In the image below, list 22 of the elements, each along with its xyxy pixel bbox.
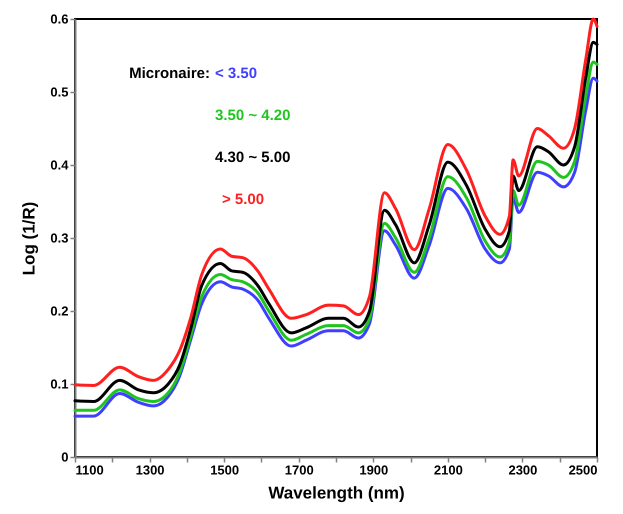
x-tick-label: 2300 [508,462,538,478]
x-tick-label: 2500 [568,462,598,478]
x-tick-label: 2100 [434,462,463,478]
legend-title: Micronaire: [129,65,210,82]
y-axis-title: Log (1/R) [19,202,38,276]
x-tick-label: 1700 [284,462,314,478]
text: < 3.50 [215,65,258,82]
y-tick-label: 0.4 [50,158,70,172]
y-tick-label: 0.1 [50,376,68,392]
x-tick-label: 1300 [136,462,165,478]
y-tick-label: 0.2 [50,304,68,318]
y-tick-label: 0 [61,450,68,464]
x-tick-label: 1900 [359,462,388,478]
x-tick-label: 1100 [76,462,104,478]
y-tick-label: 0.5 [50,84,68,100]
text: 3.50 ~ 4.20 [215,107,290,124]
text: > 5.00 [222,191,264,208]
x-tick-label: 1500 [210,462,240,478]
y-tick-label: 0.3 [50,230,68,246]
text: 4.30 ~ 5.00 [215,149,290,166]
y-tick-label: 0.6 [50,12,68,26]
x-axis-title: Wavelength (nm) [268,484,405,502]
